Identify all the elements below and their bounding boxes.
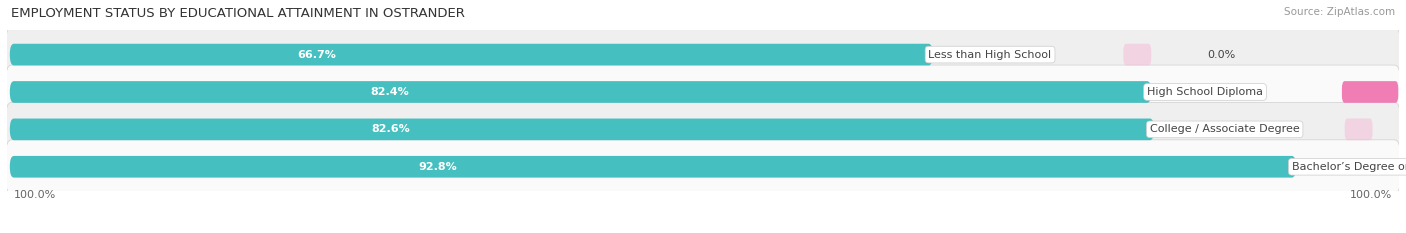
FancyBboxPatch shape [6,103,1400,156]
FancyBboxPatch shape [10,81,1152,103]
FancyBboxPatch shape [6,28,1400,82]
Text: 100.0%: 100.0% [14,190,56,200]
Text: High School Diploma: High School Diploma [1147,87,1263,97]
Text: Bachelor’s Degree or higher: Bachelor’s Degree or higher [1292,162,1406,172]
FancyBboxPatch shape [6,65,1400,119]
Text: 92.8%: 92.8% [418,162,457,172]
Text: Source: ZipAtlas.com: Source: ZipAtlas.com [1284,7,1395,17]
FancyBboxPatch shape [1344,119,1372,140]
FancyBboxPatch shape [10,44,932,65]
FancyBboxPatch shape [6,140,1400,194]
Text: EMPLOYMENT STATUS BY EDUCATIONAL ATTAINMENT IN OSTRANDER: EMPLOYMENT STATUS BY EDUCATIONAL ATTAINM… [11,7,465,20]
Text: 82.6%: 82.6% [371,124,409,134]
FancyBboxPatch shape [1123,44,1152,65]
Text: 0.0%: 0.0% [1206,50,1234,60]
FancyBboxPatch shape [10,156,1296,178]
Text: College / Associate Degree: College / Associate Degree [1150,124,1299,134]
Text: 66.7%: 66.7% [297,50,336,60]
FancyBboxPatch shape [10,119,1154,140]
FancyBboxPatch shape [1341,81,1399,103]
Text: Less than High School: Less than High School [928,50,1052,60]
Text: 100.0%: 100.0% [1350,190,1392,200]
Text: 82.4%: 82.4% [370,87,409,97]
